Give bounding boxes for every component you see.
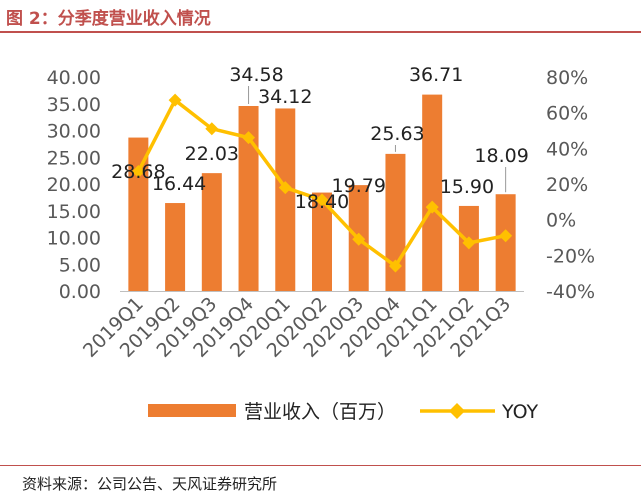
- bar: [422, 94, 443, 291]
- left-tick-label: 30.00: [47, 121, 101, 143]
- yoy-point: [462, 236, 476, 250]
- bar-data-label: 34.58: [229, 64, 283, 86]
- bar-data-label: 15.90: [440, 176, 494, 198]
- left-tick-label: 0.00: [59, 281, 101, 303]
- x-axis-labels: 2019Q12019Q22019Q32019Q42020Q12020Q22020…: [79, 293, 515, 362]
- right-tick-label: 60%: [546, 103, 588, 125]
- left-tick-label: 10.00: [47, 228, 101, 250]
- right-tick-label: 40%: [546, 138, 588, 160]
- bar: [165, 203, 186, 291]
- right-tick-label: 20%: [546, 174, 588, 196]
- left-tick-label: 5.00: [59, 254, 101, 276]
- yoy-point: [205, 122, 219, 136]
- left-tick-label: 40.00: [47, 67, 101, 89]
- left-tick-label: 35.00: [47, 94, 101, 116]
- yoy-point: [388, 259, 402, 273]
- left-tick-label: 15.00: [47, 201, 101, 223]
- left-axis: 0.00 5.00 10.00 15.00 20.00 25.00 30.00 35.00 40…: [47, 67, 101, 303]
- figure-title: 图 2：分季度营业收入情况: [6, 9, 211, 29]
- bar-data-label: 25.63: [370, 123, 424, 145]
- bar-data-label: 18.40: [295, 191, 349, 213]
- bar-data-label: 16.44: [152, 173, 206, 195]
- legend: 营业收入（百万） YOY: [148, 401, 538, 423]
- right-tick-label: -20%: [546, 245, 595, 267]
- bar: [201, 173, 222, 291]
- bar-series: [120, 94, 524, 292]
- legend-bar-label: 营业收入（百万）: [244, 401, 396, 423]
- source-note: 资料来源：公司公告、天风证券研究所: [22, 475, 278, 493]
- bar: [238, 105, 259, 291]
- yoy-series: [131, 93, 513, 273]
- left-tick-label: 25.00: [47, 147, 101, 169]
- bar: [495, 194, 516, 291]
- left-tick-label: 20.00: [47, 174, 101, 196]
- bar: [128, 137, 149, 291]
- yoy-point: [131, 165, 145, 179]
- bar-data-label: 36.71: [409, 64, 463, 86]
- bar-data-label: 18.09: [474, 145, 528, 167]
- right-tick-label: -40%: [546, 281, 595, 303]
- bar-data-label: 28.68: [111, 161, 165, 183]
- revenue-chart: 0.00 5.00 10.00 15.00 20.00 25.00 30.00 35.00 40…: [47, 64, 596, 423]
- yoy-point: [352, 232, 366, 246]
- yoy-point: [499, 229, 513, 243]
- yoy-point: [278, 181, 292, 195]
- yoy-point: [168, 93, 182, 107]
- legend-line-label: YOY: [501, 401, 538, 423]
- bar-data-label: 34.12: [258, 86, 312, 108]
- bar-data-label: 19.79: [332, 175, 386, 197]
- bar: [275, 108, 296, 291]
- yoy-point: [425, 200, 439, 214]
- source-rule: [0, 465, 641, 466]
- legend-bar-swatch: [148, 404, 236, 417]
- bar: [312, 192, 332, 291]
- yoy-point: [242, 131, 256, 145]
- right-tick-label: 80%: [546, 67, 588, 89]
- yoy-point: [315, 193, 329, 207]
- right-tick-label: 0%: [546, 210, 576, 232]
- right-axis: -40% -20% 0% 20% 40% 60% 80%: [546, 67, 595, 303]
- legend-line-marker: [449, 403, 465, 419]
- bar-data-label: 22.03: [185, 143, 239, 165]
- title-rule: [0, 31, 641, 33]
